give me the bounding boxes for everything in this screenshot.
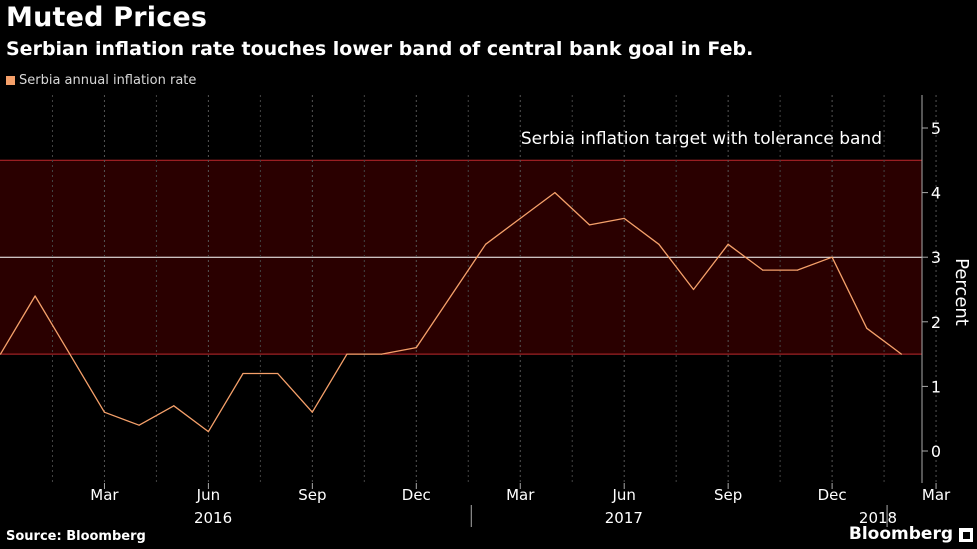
chart-title: Muted Prices (6, 2, 208, 33)
data-point (242, 372, 244, 375)
legend-label: Serbia annual inflation rate (19, 73, 197, 88)
x-tick-label: Jun (196, 486, 220, 504)
y-tick-label: 3 (931, 248, 941, 267)
legend-swatch-icon (6, 76, 15, 85)
y-tick-label: 4 (931, 184, 941, 203)
data-point (207, 431, 209, 433)
data-point (311, 411, 313, 413)
brand-logo: Bloomberg (848, 524, 953, 544)
data-point (658, 243, 660, 245)
axis-layer: Mar Jun Sep Dec Mar Jun Sep Dec Mar 2016 2017 2018 0… (90, 95, 972, 527)
x-tick-label: Mar (922, 486, 951, 504)
data-point (485, 243, 487, 245)
data-point (34, 295, 36, 297)
data-point (381, 353, 383, 355)
data-point (866, 327, 868, 329)
series-layer (0, 191, 903, 433)
legend: Serbia annual inflation rate (6, 73, 196, 88)
bloomberg-logo-icon (959, 528, 973, 542)
source-note: Source: Bloomberg (6, 529, 146, 544)
data-point (69, 353, 71, 355)
data-point (415, 347, 417, 349)
data-point (762, 269, 764, 271)
y-tick-label: 2 (931, 313, 941, 332)
data-point (692, 288, 695, 291)
data-point (588, 224, 591, 226)
data-point (554, 192, 556, 194)
tolerance-band-layer: Serbia inflation target with tolerance b… (0, 129, 922, 355)
y-axis-label: Percent (951, 258, 972, 326)
x-tick-label: Sep (298, 486, 326, 504)
band-annotation: Serbia inflation target with tolerance b… (521, 129, 882, 149)
x-tick-label: Dec (402, 486, 431, 504)
data-point (519, 217, 521, 220)
data-point (138, 424, 140, 426)
data-point (623, 217, 625, 220)
data-point (346, 353, 348, 355)
data-point (103, 411, 106, 413)
x-year-label: 2018 (859, 509, 897, 527)
y-tick-label: 0 (931, 442, 941, 461)
x-tick-label: Mar (90, 486, 119, 504)
data-point (831, 256, 833, 258)
x-tick-label: Dec (818, 486, 847, 504)
data-point (796, 269, 799, 271)
y-tick-label: 1 (931, 377, 941, 396)
x-year-label: 2017 (605, 509, 643, 527)
x-tick-label: Mar (506, 486, 535, 504)
data-point (173, 405, 175, 407)
x-tick-label: Sep (714, 486, 742, 504)
x-year-label: 2016 (194, 509, 232, 527)
data-point (727, 243, 729, 245)
chart-subtitle: Serbian inflation rate touches lower ban… (6, 38, 754, 60)
x-tick-label: Jun (611, 486, 635, 504)
y-tick-label: 5 (931, 119, 941, 138)
data-point (450, 295, 452, 297)
data-point (900, 353, 903, 355)
data-point (0, 353, 2, 355)
data-point (277, 372, 279, 375)
